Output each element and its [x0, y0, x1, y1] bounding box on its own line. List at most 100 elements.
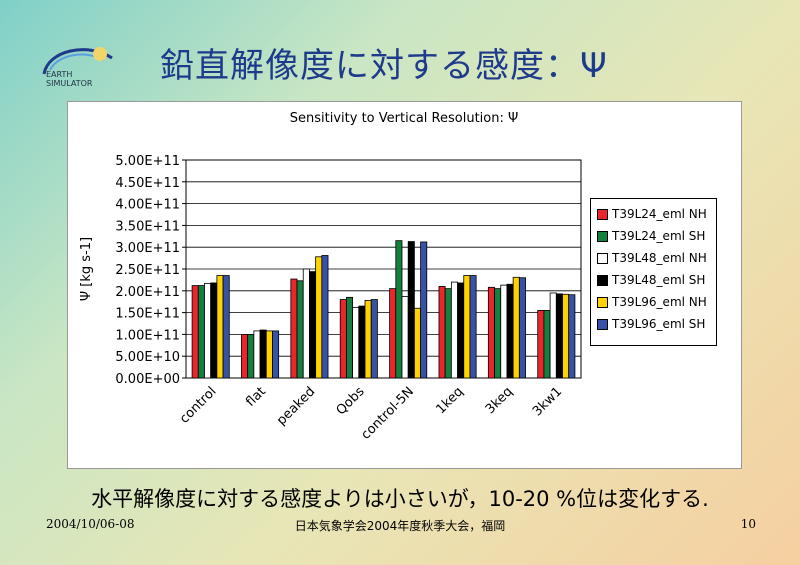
bar — [339, 299, 347, 379]
y-tick-label: 1.50E+11 — [115, 307, 180, 322]
bar — [197, 285, 205, 379]
bar — [241, 333, 249, 379]
legend-label: T39L24_eml SH — [612, 229, 706, 243]
logo-line-1: EARTH — [46, 70, 73, 79]
bar — [253, 330, 261, 379]
bar — [204, 282, 212, 379]
bar — [395, 240, 403, 379]
bar — [259, 329, 267, 379]
x-tick-label: 3keq — [483, 384, 516, 417]
bar — [500, 284, 508, 379]
bar — [401, 296, 409, 379]
x-tick-label: 1keq — [433, 384, 466, 417]
bar — [512, 276, 520, 379]
y-tick-label: 5.00E+11 — [115, 154, 180, 169]
bar — [562, 293, 570, 379]
x-tick-label: control — [177, 384, 219, 426]
bar — [438, 286, 446, 379]
x-tick-label: Qobs — [334, 384, 368, 418]
y-axis-label: Ψ [kg s-1] — [79, 237, 94, 301]
legend-item: T39L96_eml NH — [597, 295, 707, 315]
bar — [420, 241, 428, 379]
legend-swatch — [597, 319, 608, 330]
bar — [296, 280, 304, 379]
legend-item: T39L24_eml NH — [597, 207, 707, 227]
y-tick-label: 4.50E+11 — [115, 176, 180, 191]
bar — [222, 275, 230, 379]
bar — [469, 275, 477, 379]
y-tick-label: 2.50E+11 — [115, 263, 180, 278]
y-tick-label: 4.00E+11 — [115, 198, 180, 213]
bar — [247, 333, 255, 379]
x-tick-label: flat — [243, 384, 269, 410]
bar — [487, 286, 495, 379]
bar — [290, 278, 298, 379]
bar — [370, 299, 378, 379]
bar — [265, 330, 273, 379]
logo-line-2: SIMULATOR — [46, 79, 93, 88]
bar — [358, 305, 366, 379]
x-tick-label: control-5N — [359, 384, 418, 443]
footer-event: 日本気象学会2004年度秋季大会，福岡 — [294, 519, 506, 533]
earth-simulator-logo-icon — [42, 47, 113, 75]
bar — [568, 294, 576, 379]
y-tick-label: 1.00E+11 — [115, 328, 180, 343]
legend-label: T39L96_eml SH — [612, 317, 706, 331]
bar — [352, 306, 360, 379]
y-tick-label: 3.00E+11 — [115, 241, 180, 256]
bar — [494, 288, 502, 379]
bar — [543, 310, 551, 379]
legend-label: T39L96_eml NH — [612, 295, 707, 309]
x-tick-label: 3kw1 — [530, 384, 565, 419]
y-tick-label: 5.00E+10 — [115, 350, 180, 365]
bar — [346, 296, 354, 379]
bar — [210, 282, 218, 379]
bar — [272, 330, 280, 379]
bar — [216, 275, 224, 379]
legend-swatch — [597, 253, 608, 264]
footer-date: 2004/10/06-08 — [46, 517, 135, 531]
y-tick-label: 2.00E+11 — [115, 285, 180, 300]
legend-swatch — [597, 275, 608, 286]
bar — [537, 310, 545, 379]
slide-caption: 水平解像度に対する感度よりは小さいが，10-20 %位は変化する. — [91, 487, 709, 511]
bar-chart: Sensitivity to Vertical Resolution: Ψ 0.0… — [79, 111, 582, 443]
logo-label: EARTH SIMULATOR — [46, 70, 92, 88]
bar — [450, 281, 458, 379]
legend-item: T39L96_eml SH — [597, 317, 705, 337]
legend-swatch — [597, 297, 608, 308]
x-tick-label: peaked — [274, 384, 318, 428]
bar — [506, 283, 514, 379]
legend-label: T39L24_eml NH — [612, 207, 707, 221]
bar — [364, 299, 372, 379]
page-number: 10 — [740, 517, 756, 531]
bar — [413, 307, 421, 379]
legend-label: T39L48_eml SH — [612, 273, 706, 287]
chart-title: Sensitivity to Vertical Resolution: Ψ — [290, 111, 518, 126]
bar — [518, 277, 526, 379]
bar — [549, 292, 557, 379]
bar — [315, 256, 323, 379]
legend-label: T39L48_eml NH — [612, 251, 707, 265]
legend-swatch — [597, 231, 608, 242]
page-title: 鉛直解像度に対する感度：Ψ — [160, 46, 608, 86]
bar — [407, 241, 415, 379]
bar — [389, 288, 397, 379]
y-tick-label: 3.50E+11 — [115, 219, 180, 234]
legend-item: T39L24_eml SH — [597, 229, 705, 249]
bar — [555, 293, 563, 379]
bar — [191, 285, 199, 379]
legend-item: T39L48_eml SH — [597, 273, 705, 293]
bar — [321, 255, 329, 379]
bar — [463, 275, 471, 379]
legend-swatch — [597, 209, 608, 220]
y-tick-label: 0.00E+00 — [115, 372, 180, 387]
bar — [309, 271, 317, 379]
legend-item: T39L48_eml NH — [597, 251, 707, 271]
bar — [457, 282, 465, 379]
chart-panel: Sensitivity to Vertical Resolution: Ψ 0.0… — [67, 101, 742, 469]
bar — [444, 288, 452, 379]
bar — [302, 268, 310, 379]
chart-legend: T39L24_eml NH T39L24_eml SH T39L48_eml NH T… — [590, 198, 717, 346]
